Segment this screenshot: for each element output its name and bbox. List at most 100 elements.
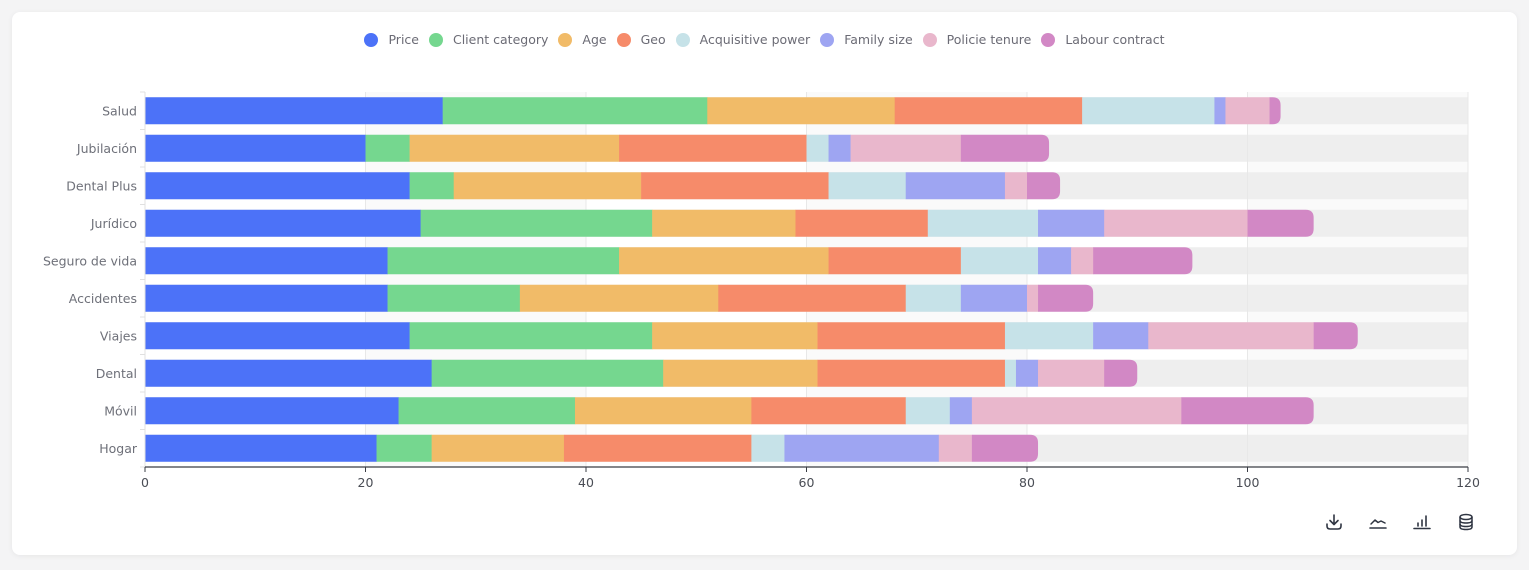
bar-age <box>663 359 818 387</box>
line-chart-button[interactable] <box>1356 510 1400 534</box>
bar-price <box>145 322 410 350</box>
bar-family-size <box>1038 209 1105 237</box>
bar-policie-tenure <box>1071 247 1094 275</box>
bar-acquisitive-power <box>1082 97 1215 125</box>
y-tick-label: Viajes <box>100 328 137 343</box>
legend-item-family-size[interactable]: Family size <box>820 32 913 47</box>
bar-price <box>145 172 410 200</box>
bar-family-size <box>960 284 1028 312</box>
y-tick-label: Accidentes <box>69 291 137 306</box>
database-icon <box>1459 513 1473 531</box>
bar-client-category <box>442 97 708 125</box>
bar-client-category <box>376 434 432 462</box>
bar-family-size <box>949 397 973 425</box>
x-tick-label: 40 <box>578 475 594 490</box>
bar-labour-contract <box>1247 209 1314 237</box>
bar-client-category <box>398 397 576 425</box>
y-tick-label: Jubilación <box>76 141 137 156</box>
bar-age <box>431 434 565 462</box>
legend-label: Acquisitive power <box>699 32 811 47</box>
bar-price <box>145 434 377 462</box>
legend-item-price[interactable]: Price <box>364 32 419 47</box>
bar-geo <box>619 134 807 162</box>
legend-marker <box>616 32 631 47</box>
bar-client-category <box>431 359 664 387</box>
legend-label: Price <box>388 32 419 47</box>
bar-price <box>145 284 388 312</box>
bar-acquisitive-power <box>905 284 962 312</box>
legend-marker <box>428 32 443 47</box>
bar-acquisitive-power <box>905 397 951 425</box>
download-icon <box>1326 514 1342 530</box>
legend-label: Labour contract <box>1065 32 1165 47</box>
bar-geo <box>795 209 929 237</box>
legend-label: Family size <box>844 32 913 47</box>
legend-item-geo[interactable]: Geo <box>616 32 666 47</box>
bar-client-category <box>387 284 521 312</box>
bar-policie-tenure <box>1027 284 1039 312</box>
bar-acquisitive-power <box>960 247 1039 275</box>
bar-family-size <box>784 434 940 462</box>
bar-policie-tenure <box>1225 97 1270 125</box>
legend: Price Client category Age Geo Acquisitiv… <box>0 32 1529 47</box>
legend-item-policie-tenure[interactable]: Policie tenure <box>922 32 1032 47</box>
bar-client-category <box>420 209 653 237</box>
legend-item-labour-contract[interactable]: Labour contract <box>1041 32 1165 47</box>
bar-acquisitive-power <box>927 209 1039 237</box>
legend-label: Geo <box>640 32 666 47</box>
bar-client-category <box>409 322 653 350</box>
bar-age <box>453 172 642 200</box>
line-chart-icon <box>1369 519 1387 529</box>
x-tick-label: 60 <box>799 475 815 490</box>
bar-acquisitive-power <box>1004 322 1094 350</box>
y-tick-label: Hogar <box>99 441 138 456</box>
bar-labour-contract <box>1104 359 1138 387</box>
bar-geo <box>894 97 1083 125</box>
bar-family-size <box>1093 322 1149 350</box>
bar-age <box>707 97 895 125</box>
bar-policie-tenure <box>971 397 1182 425</box>
bar-age <box>652 322 818 350</box>
bar-client-category <box>409 172 454 200</box>
data-view-button[interactable] <box>1444 510 1488 534</box>
bar-labour-contract <box>1093 247 1193 275</box>
legend-item-client-category[interactable]: Client category <box>428 32 548 47</box>
bar-age <box>574 397 752 425</box>
bar-chart-button[interactable] <box>1400 510 1444 534</box>
x-axis: 0 20 40 60 80 100 120 <box>141 466 1480 490</box>
bar-price <box>145 247 388 275</box>
bar-price <box>145 359 432 387</box>
bar-geo <box>828 247 962 275</box>
bar-geo <box>751 397 907 425</box>
legend-label: Policie tenure <box>946 32 1032 47</box>
bar-acquisitive-power <box>806 134 829 162</box>
bar-labour-contract <box>1269 97 1281 125</box>
bar-acquisitive-power <box>828 172 907 200</box>
bar-age <box>619 247 829 275</box>
bars <box>145 97 1358 462</box>
bar-family-size <box>905 172 1006 200</box>
bar-client-category <box>365 134 410 162</box>
bar-price <box>145 134 366 162</box>
y-tick-label: Salud <box>102 103 137 118</box>
bar-acquisitive-power <box>1004 359 1017 387</box>
bar-price <box>145 209 421 237</box>
x-tick-label: 100 <box>1236 475 1260 490</box>
bar-policie-tenure <box>1148 322 1314 350</box>
y-axis: Salud Jubilación Dental Plus Jurídico Seguro… <box>43 91 146 468</box>
download-button[interactable] <box>1312 510 1356 534</box>
legend-item-age[interactable]: Age <box>558 32 607 47</box>
legend-item-acquisitive-power[interactable]: Acquisitive power <box>675 32 811 47</box>
bar-price <box>145 397 399 425</box>
bar-policie-tenure <box>1004 172 1028 200</box>
bar-labour-contract <box>1313 322 1358 350</box>
x-tick-label: 20 <box>358 475 374 490</box>
bar-family-size <box>1038 247 1072 275</box>
bar-price <box>145 97 443 125</box>
bar-labour-contract <box>1027 172 1061 200</box>
y-tick-label: Seguro de vida <box>43 253 137 268</box>
bar-policie-tenure <box>1038 359 1105 387</box>
bar-age <box>652 209 796 237</box>
bar-age <box>519 284 719 312</box>
